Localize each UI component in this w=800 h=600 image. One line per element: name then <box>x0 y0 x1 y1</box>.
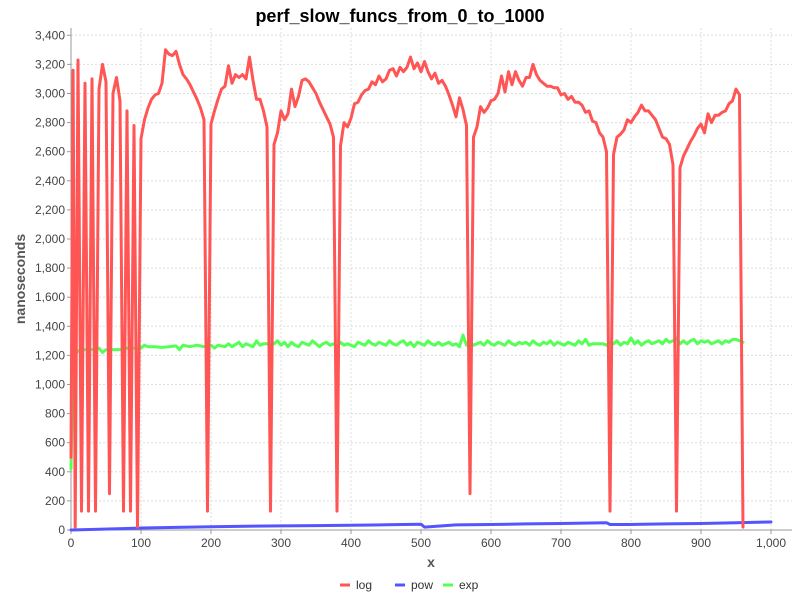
y-tick-label: 600 <box>45 436 65 450</box>
series-group <box>69 48 773 532</box>
y-tick-label: 2,800 <box>35 116 65 130</box>
y-tick-label: 2,600 <box>35 145 65 159</box>
x-tick-label: 400 <box>341 536 361 550</box>
x-axis-label: x <box>427 554 435 570</box>
series-line-pow <box>69 520 773 532</box>
x-tick-label: 600 <box>481 536 501 550</box>
grid <box>70 28 792 531</box>
x-tick-label: 500 <box>411 536 431 550</box>
x-tick-label: 200 <box>201 536 221 550</box>
y-tick-label: 800 <box>45 407 65 421</box>
y-tick-label: 0 <box>58 523 65 537</box>
y-tick-label: 1,200 <box>35 348 65 362</box>
y-tick-label: 2,200 <box>35 203 65 217</box>
y-tick-label: 200 <box>45 494 65 508</box>
x-tick-label: 700 <box>551 536 571 550</box>
y-tick-label: 400 <box>45 465 65 479</box>
y-tick-label: 1,400 <box>35 319 65 333</box>
x-tick-label: 300 <box>271 536 291 550</box>
y-tick-label: 3,400 <box>35 28 65 42</box>
series-line-log <box>69 48 745 529</box>
x-tick-label: 100 <box>131 536 151 550</box>
y-tick-label: 2,400 <box>35 174 65 188</box>
x-tick-label: 900 <box>691 536 711 550</box>
y-tick-label: 2,000 <box>35 232 65 246</box>
series-line-exp <box>69 333 745 471</box>
y-tick-label: 1,800 <box>35 261 65 275</box>
y-tick-label: 1,000 <box>35 377 65 391</box>
y-tick-label: 1,600 <box>35 290 65 304</box>
x-tick-label: 1,000 <box>756 536 786 550</box>
y-tick-label: 3,200 <box>35 57 65 71</box>
legend-label-pow: pow <box>411 578 433 592</box>
legend-label-exp: exp <box>459 578 479 592</box>
y-axis-label: nanoseconds <box>12 234 28 324</box>
x-tick-label: 0 <box>68 536 75 550</box>
x-tick-label: 800 <box>621 536 641 550</box>
chart-title: perf_slow_funcs_from_0_to_1000 <box>255 6 544 26</box>
y-tick-label: 3,000 <box>35 86 65 100</box>
legend-label-log: log <box>356 578 372 592</box>
legend: log pow exp <box>340 578 479 592</box>
